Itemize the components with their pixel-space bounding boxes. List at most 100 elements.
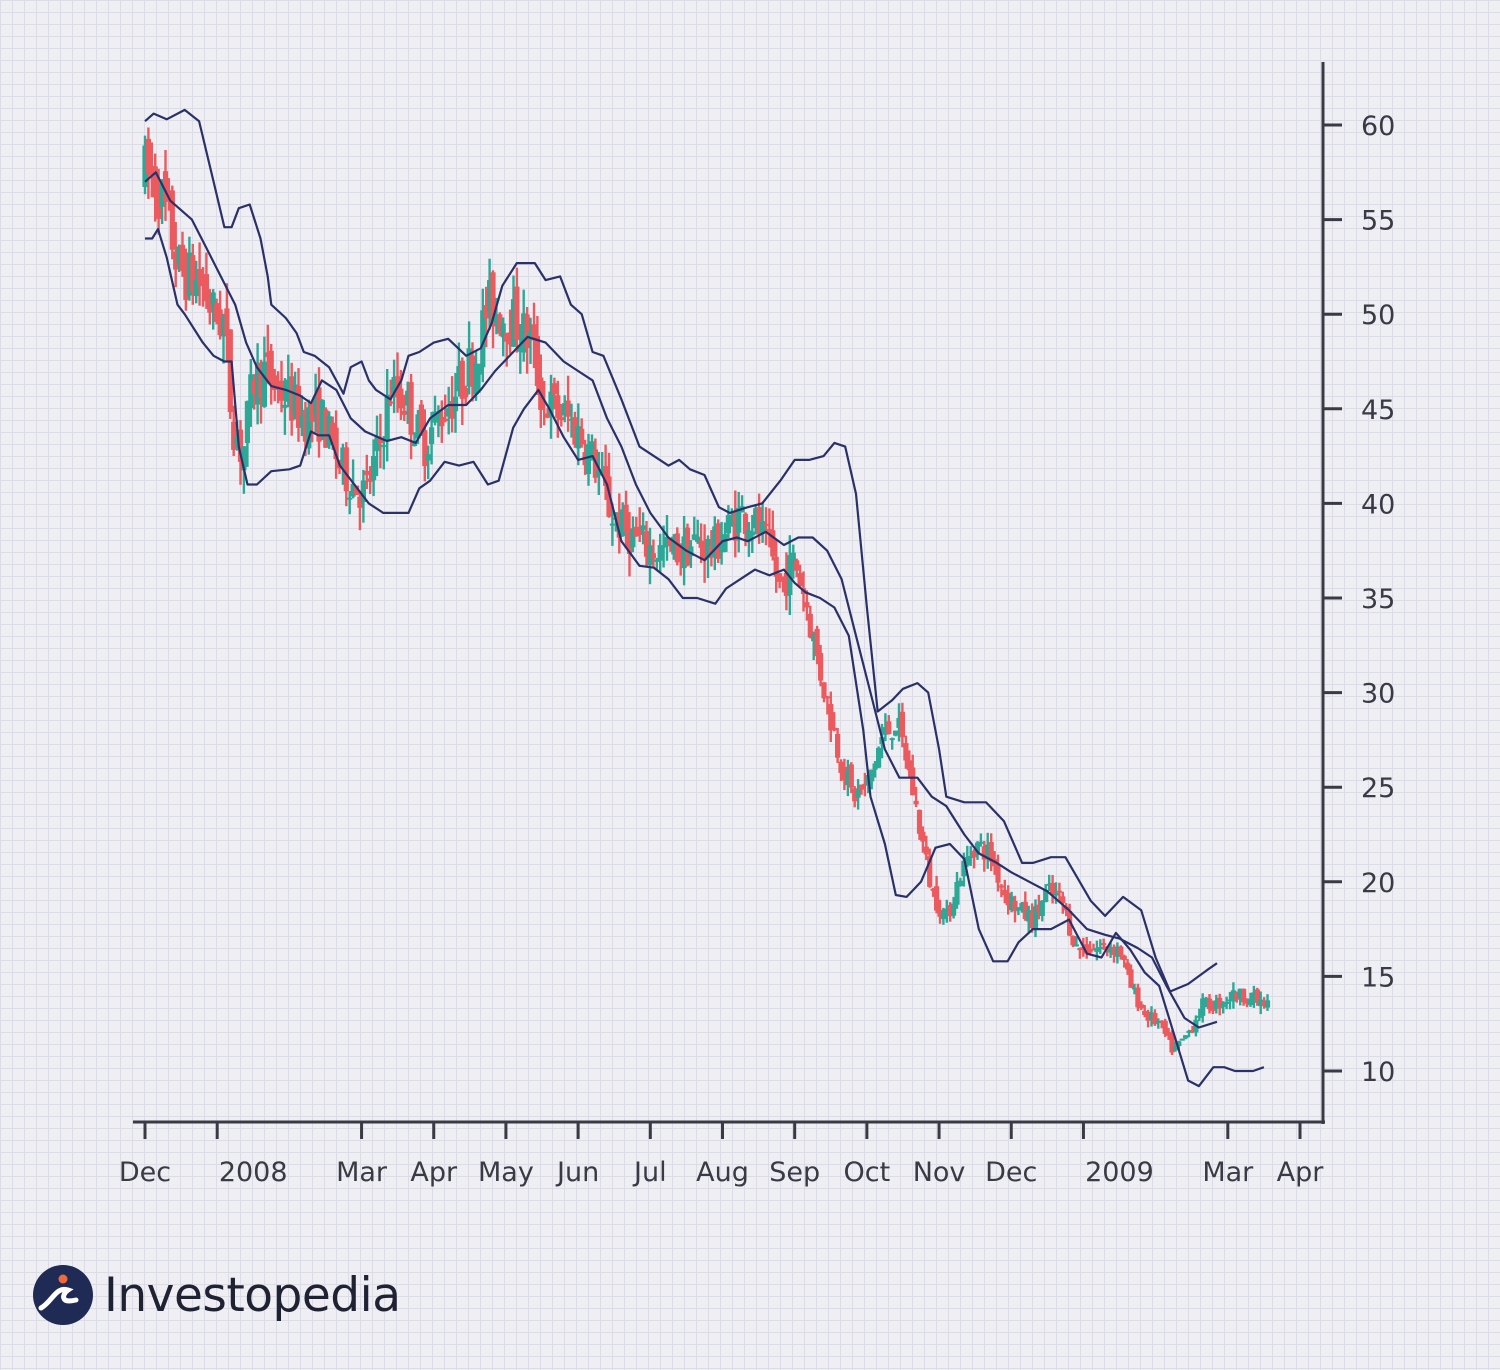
ohlc-body [916,810,923,834]
ohlc-body [1097,947,1103,950]
ohlc-body [381,445,387,448]
ohlc-body [411,442,418,446]
ohlc-body [548,391,554,416]
x-tick-label: Nov [913,1157,966,1188]
lower-band-line [145,228,1265,1088]
ohlc-body [736,507,742,533]
ohlc-wick [1048,874,1051,891]
ohlc-wick [508,309,512,354]
ohlc-body [401,410,407,415]
ohlc-wick [403,394,406,421]
ohlc-body [330,422,336,439]
ohlc-body [439,417,445,427]
ohlc-body [169,190,175,250]
ohlc-body [1254,989,1260,1003]
x-axis-ticks: Dec 2008 Mar Apr May Jun Jul Aug Sep Oct Nov Dec 200… [119,1122,1324,1188]
ohlc-body [1026,910,1032,922]
ohlc-body [1179,1038,1185,1041]
ohlc-body [766,529,772,532]
ohlc-wick [966,845,969,868]
ohlc-body [292,384,298,415]
ohlc-body [852,788,858,802]
ohlc-wick [891,737,894,750]
ohlc-body [1077,948,1083,951]
ohlc-body [248,374,254,409]
ohlc-body [674,533,680,563]
ohlc-body [1200,998,1206,1016]
ohlc-wick [931,887,935,897]
ohlc-body [876,748,882,768]
ohlc-body [1176,1041,1182,1046]
ohlc-body [589,441,595,453]
ohlc-wick [730,508,733,527]
ohlc-body [473,363,479,395]
ohlc-body [272,375,278,390]
ohlc-body [708,545,714,557]
y-tick-label: 40 [1361,489,1395,520]
ohlc-body [483,305,489,319]
ohlc-wick [1157,1018,1160,1029]
ohlc-body [790,552,796,564]
ohlc-body [524,314,530,349]
ohlc-body [944,908,950,913]
ohlc-body [446,408,452,417]
ohlc-body [295,385,302,428]
x-tick-label: Apr [410,1157,458,1188]
ohlc-body [1084,944,1090,954]
ohlc-body [1145,1011,1151,1021]
ohlc-body [603,466,609,486]
ohlc-body [220,317,227,337]
ohlc-body [1108,950,1114,953]
ohlc-body [1032,906,1039,930]
ohlc-body [858,784,865,790]
ohlc-body [824,696,830,699]
ohlc-body [705,539,711,559]
ohlc-body [620,509,626,537]
ohlc-body [585,444,592,475]
ohlc-wick [1160,1020,1163,1029]
ohlc-body [572,417,578,445]
ohlc-body [1186,1030,1192,1033]
ohlc-body [903,743,909,761]
ohlc-wick [768,508,771,548]
ohlc-body [258,362,264,398]
ohlc-body [408,382,414,435]
ohlc-body [838,761,844,773]
ohlc-body [794,560,800,571]
ohlc-body [415,414,421,439]
ohlc-body [899,711,905,738]
ohlc-body [1152,1013,1158,1025]
ohlc-body [476,366,482,375]
ohlc-body [224,308,230,336]
ohlc-wick [1174,1041,1177,1052]
ohlc-body [951,903,957,916]
ohlc-body [725,515,731,534]
ohlc-body [275,380,281,387]
ohlc-body [756,507,762,535]
ohlc-body [913,800,919,805]
ohlc-wick [348,491,351,515]
ohlc-body [835,733,841,758]
ohlc-body [391,377,397,394]
ohlc-body [828,704,834,731]
ohlc-body [545,413,551,418]
ohlc-body [425,454,431,461]
ohlc-body [353,485,360,495]
ohlc-wick [546,408,549,419]
ohlc-body [920,831,926,842]
ohlc-body [227,329,233,413]
ohlc-body [579,428,585,445]
ohlc-body [241,446,247,471]
ohlc-body [1241,988,1247,1003]
ohlc-wick [212,289,215,330]
ohlc-body [893,730,899,736]
ohlc-body [1159,1020,1165,1023]
ohlc-body [333,427,339,460]
ohlc-body [1125,962,1131,970]
ohlc-wick [1222,1001,1225,1014]
ohlc-wick [433,395,437,426]
ohlc-body [466,348,472,387]
ohlc-body [1022,901,1028,920]
upper-band-line [144,108,1218,993]
ohlc-body [783,572,789,596]
